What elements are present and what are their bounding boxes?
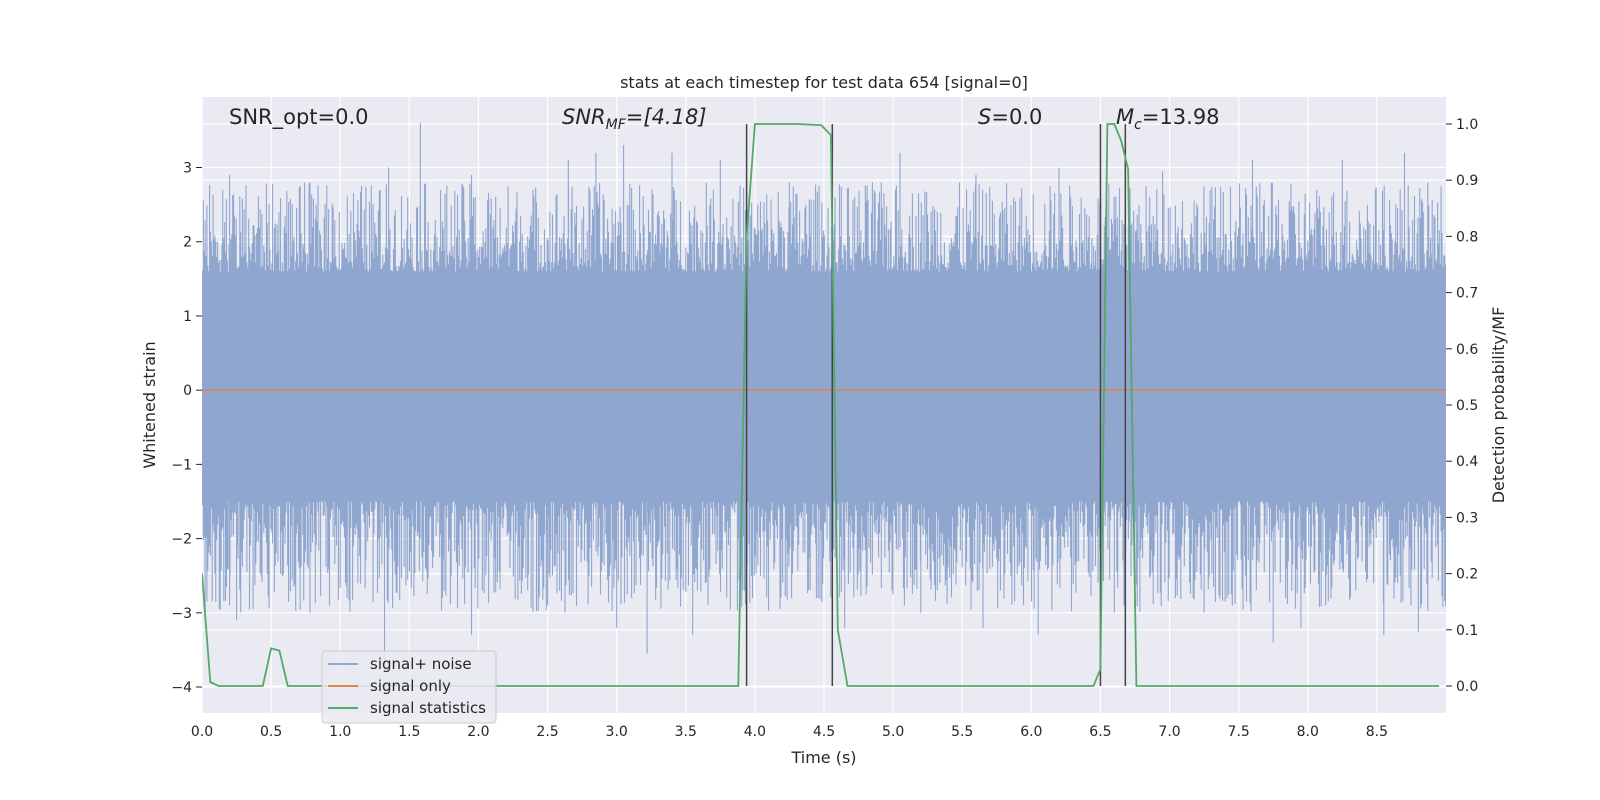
x-tick-label: 2.0: [467, 724, 489, 740]
y2-tick-labels: 1.0 0.9 0.8 0.7 0.6 0.5 0.4 0.3 0.2 0.1 0.0: [1446, 117, 1478, 695]
series-signal-statistics: [202, 123, 1440, 687]
y-tick-label: −1: [171, 457, 192, 473]
x-tick-label: 3.0: [606, 724, 628, 740]
x-tick-label: 1.5: [398, 724, 420, 740]
y-tick-label: −2: [171, 532, 192, 548]
annotation-snr-mf-main: SNR: [562, 105, 606, 129]
x-tick-label: 2.5: [536, 724, 558, 740]
x-tick-label: 5.5: [951, 724, 973, 740]
x-tick-label: 4.0: [744, 724, 766, 740]
legend-label-signal-only: signal only: [370, 677, 451, 695]
legend-label-signal-noise: signal+ noise: [370, 655, 472, 673]
x-tick-label: 0.0: [191, 724, 213, 740]
x-tick-labels: 0.0 0.5 1.0 1.5 2.0 2.5 3.0 3.5 4.0 4.5 5.0 5.5 6.0 6…: [191, 724, 1388, 740]
annotation-snr-mf-sub: MF: [606, 117, 627, 133]
annotation-snr-mf: SNRMF=[4.18]: [562, 105, 707, 133]
annotation-s-main: S: [978, 105, 991, 129]
y2-tick-label: 0.4: [1456, 454, 1478, 470]
x-tick-label: 1.0: [329, 724, 351, 740]
x-tick-label: 3.5: [675, 724, 697, 740]
y2-tick-label: 0.7: [1456, 286, 1478, 302]
y-tick-label: −4: [171, 680, 192, 696]
y2-axis-label: Detection probability/MF: [1489, 307, 1508, 504]
y2-tick-label: 0.0: [1456, 679, 1478, 695]
y2-tick-label: 0.9: [1456, 173, 1478, 189]
y-tick-label: 1: [183, 309, 192, 325]
legend-label-signal-statistics: signal statistics: [370, 699, 486, 717]
y2-tick-label: 0.3: [1456, 510, 1478, 526]
y2-tick-label: 0.8: [1456, 229, 1478, 245]
x-tick-label: 0.5: [260, 724, 282, 740]
y2-tick-label: 0.1: [1456, 623, 1478, 639]
y-tick-label: 3: [183, 161, 192, 177]
y2-tick-label: 0.6: [1456, 342, 1478, 358]
annotation-mc-sub: c: [1134, 117, 1142, 133]
legend-box: [321, 650, 497, 724]
y-tick-label: 2: [183, 235, 192, 251]
y-tick-label: 0: [183, 383, 192, 399]
y2-tick-label: 0.5: [1456, 398, 1478, 414]
annotation-mc-value: =13.98: [1142, 105, 1220, 129]
y-axis-label: Whitened strain: [140, 341, 159, 468]
legend: signal+ noise signal only signal statist…: [321, 650, 497, 724]
x-tick-label: 5.0: [882, 724, 904, 740]
chart-title: stats at each timestep for test data 654…: [620, 73, 1028, 92]
y-tick-labels: 3 2 1 0 −1 −2 −3 −4: [171, 161, 202, 696]
y2-tick-label: 1.0: [1456, 117, 1478, 133]
annotation-mc-main: M: [1116, 105, 1134, 129]
noise-strokes: [202, 123, 1446, 673]
y2-tick-label: 0.2: [1456, 567, 1478, 583]
series-signal-noise: [202, 123, 1446, 673]
x-tick-label: 7.0: [1158, 724, 1180, 740]
x-axis-label: Time (s): [790, 748, 856, 767]
x-tick-label: 6.5: [1089, 724, 1111, 740]
annotation-snr-opt: SNR_opt=0.0: [229, 105, 369, 130]
x-tick-label: 8.5: [1366, 724, 1388, 740]
x-tick-label: 8.0: [1297, 724, 1319, 740]
y-tick-label: −3: [171, 606, 192, 622]
annotation-snr-mf-value: =[4.18]: [626, 105, 707, 129]
annotation-s: S=0.0: [978, 105, 1042, 129]
x-tick-label: 6.0: [1020, 724, 1042, 740]
x-tick-label: 7.5: [1228, 724, 1250, 740]
signal-statistics-line: [202, 123, 1440, 687]
annotation-mc: Mc=13.98: [1116, 105, 1220, 133]
x-tick-label: 4.5: [813, 724, 835, 740]
annotation-s-value: =0.0: [991, 105, 1042, 129]
